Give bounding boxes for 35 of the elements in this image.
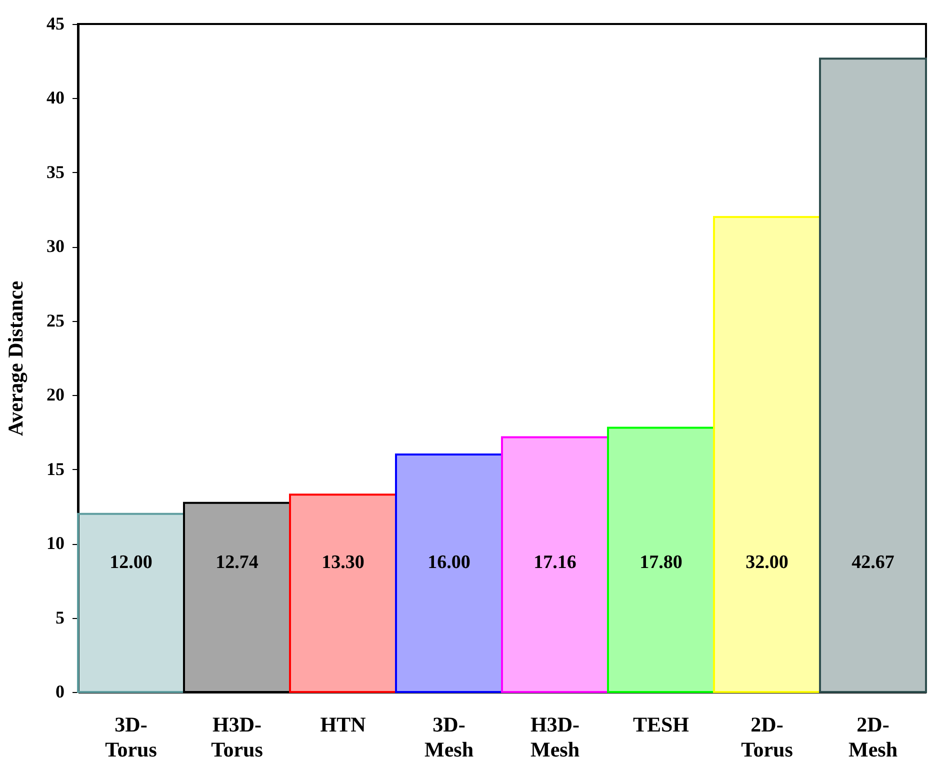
x-tick-label: H3D-Mesh <box>530 712 580 761</box>
bar <box>819 58 927 693</box>
data-label: 17.16 <box>534 552 576 573</box>
data-label: 12.00 <box>110 552 152 573</box>
y-tick-label: 15 <box>46 458 64 479</box>
y-tick-label: 20 <box>46 384 64 405</box>
bar <box>289 494 397 693</box>
y-tick-label: 30 <box>46 236 64 256</box>
x-tick-label: 2D-Mesh <box>848 712 898 761</box>
bar <box>395 453 503 693</box>
x-tick-label: 2D-Torus <box>741 712 793 761</box>
y-tick-label: 40 <box>46 88 64 108</box>
y-tick-label: 5 <box>56 607 64 628</box>
x-tick-label: 3D-Torus <box>105 712 157 761</box>
data-label: 17.80 <box>640 552 682 573</box>
bar <box>713 216 821 693</box>
y-tick-label: 25 <box>46 310 64 330</box>
x-tick-label: TESH <box>632 712 690 736</box>
bar <box>77 512 185 693</box>
y-tick-label: 10 <box>46 533 64 554</box>
bar <box>501 436 609 693</box>
y-tick-label: 45 <box>46 14 64 34</box>
y-tick-label: 0 <box>56 682 64 702</box>
x-tick-label: HTN <box>320 712 366 736</box>
data-label: 42.67 <box>852 552 895 573</box>
bar <box>183 502 291 693</box>
y-tick-label: 35 <box>46 162 64 182</box>
data-label: 13.30 <box>322 552 364 573</box>
x-tick-label: 3D-Mesh <box>424 712 474 761</box>
bar <box>607 426 715 693</box>
y-axis-title: Average Distance <box>4 280 28 436</box>
data-label: 16.00 <box>428 552 470 573</box>
x-tick-label: H3D-Torus <box>211 712 263 761</box>
data-label: 32.00 <box>746 552 788 573</box>
data-label: 12.74 <box>216 552 259 573</box>
